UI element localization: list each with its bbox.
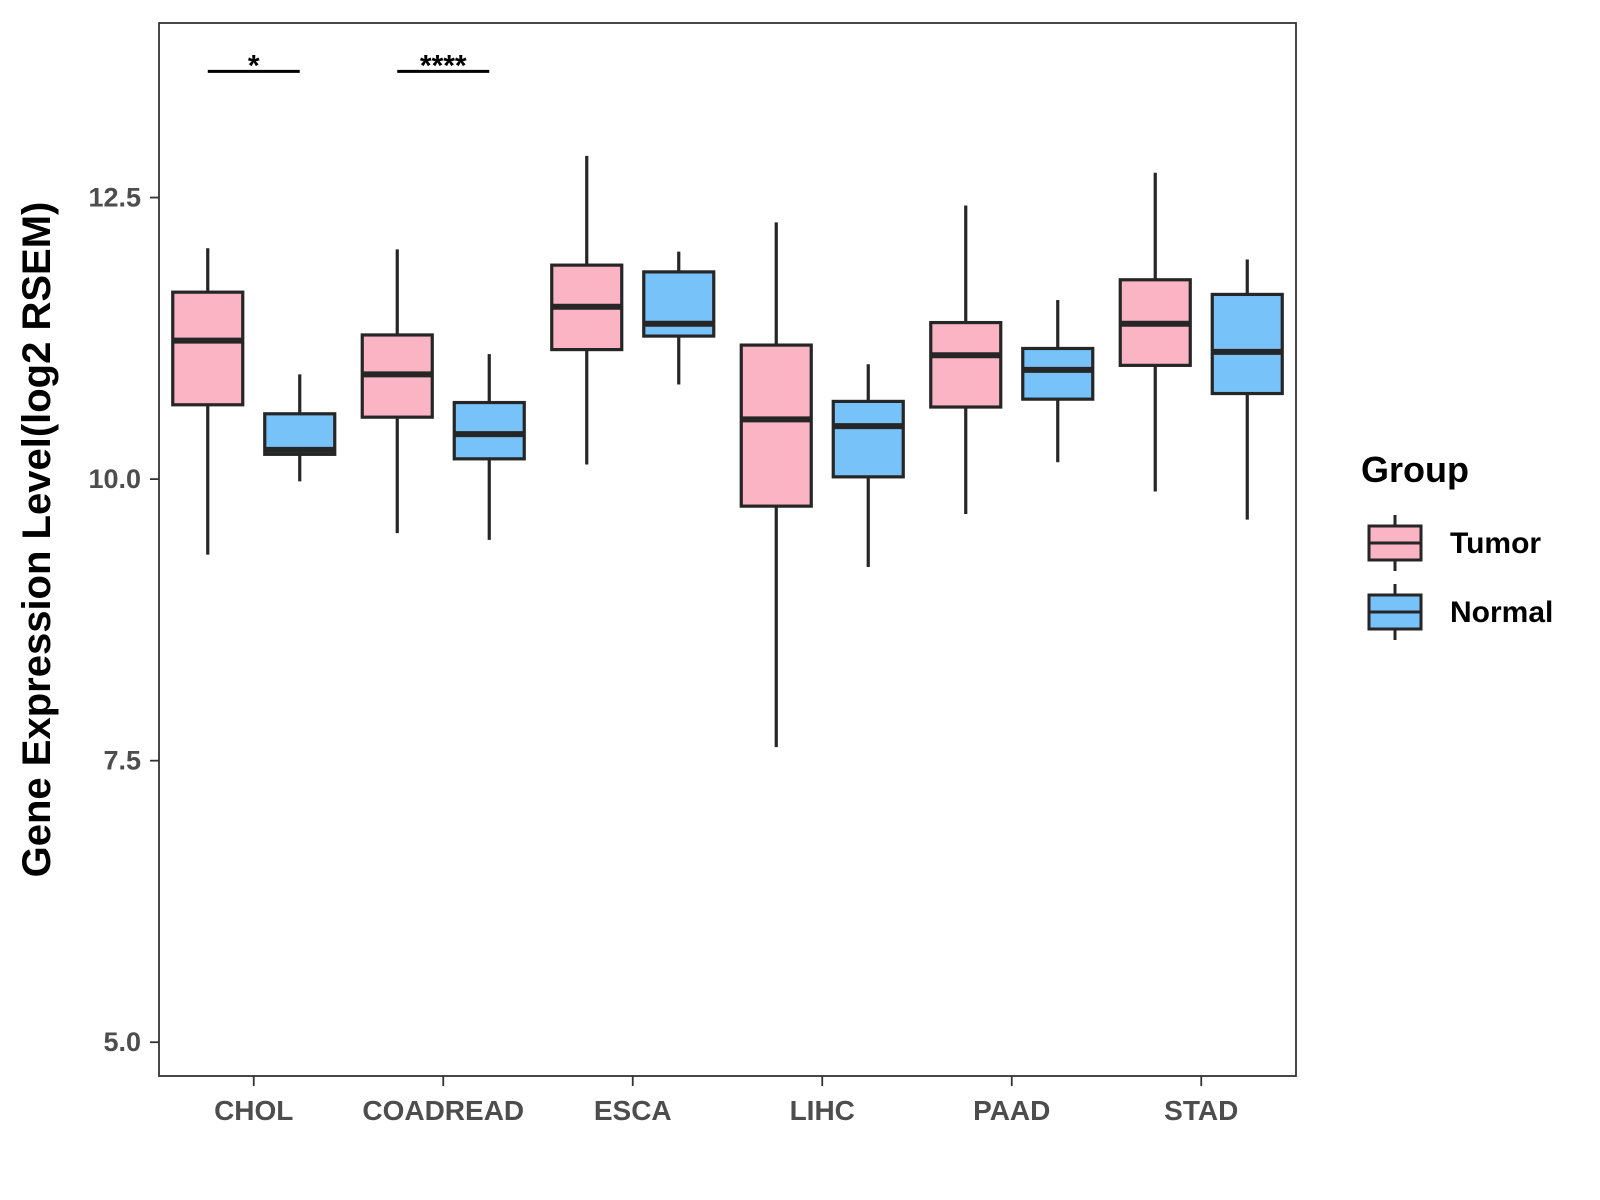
box-iqr: [452, 400, 526, 461]
box-iqr: [929, 320, 1003, 409]
box-normal-chol: [263, 374, 337, 482]
box-tumor-paad: [929, 205, 1003, 515]
x-tick-label-esca: ESCA: [594, 1095, 672, 1126]
box-iqr: [739, 343, 813, 508]
box-normal-stad: [1210, 259, 1284, 520]
legend-title: Group: [1361, 449, 1469, 490]
plot-panel-border: [158, 22, 1297, 1077]
box-normal-coadread: [452, 354, 526, 540]
legend-label-tumor: Tumor: [1450, 527, 1541, 560]
significance-label: *: [248, 49, 260, 82]
box-iqr: [171, 290, 245, 407]
y-axis: 5.0 7.5 10.0 12.5: [88, 183, 159, 1057]
legend-label-normal: Normal: [1450, 596, 1553, 629]
x-axis: CHOL COADREAD ESCA LIHC PAAD STAD: [214, 1076, 1238, 1126]
y-axis-label: Gene Expression Level(log2 RSEM): [15, 202, 59, 878]
x-tick-label-chol: CHOL: [214, 1095, 293, 1126]
y-tick-label: 12.5: [88, 183, 141, 213]
y-tick-label: 10.0: [88, 464, 141, 494]
box-normal-lihc: [831, 364, 905, 567]
y-tick-label: 7.5: [103, 746, 141, 776]
box-normal-paad: [1021, 300, 1095, 463]
box-tumor-chol: [171, 248, 245, 555]
box-series: [171, 155, 1284, 748]
x-tick-label-lihc: LIHC: [790, 1095, 855, 1126]
box-tumor-esca: [550, 155, 624, 465]
significance-label: ****: [420, 49, 467, 82]
significance-annotations: * ****: [207, 49, 490, 82]
box-iqr: [1210, 292, 1284, 396]
legend-key-tumor: [1367, 515, 1423, 571]
box-iqr: [831, 399, 905, 479]
x-tick-label-paad: PAAD: [973, 1095, 1050, 1126]
box-normal-esca: [642, 251, 716, 385]
y-tick-label: 5.0: [103, 1027, 141, 1057]
box-tumor-stad: [1118, 172, 1192, 492]
box-tumor-coadread: [360, 249, 434, 534]
box-tumor-lihc: [739, 222, 813, 748]
x-tick-label-coadread: COADREAD: [362, 1095, 524, 1126]
legend: Group Tumor Normal: [1361, 449, 1553, 640]
box-iqr: [1021, 346, 1095, 401]
x-tick-label-stad: STAD: [1164, 1095, 1238, 1126]
legend-key-normal: [1367, 584, 1423, 640]
plot-area: [158, 22, 1297, 1077]
